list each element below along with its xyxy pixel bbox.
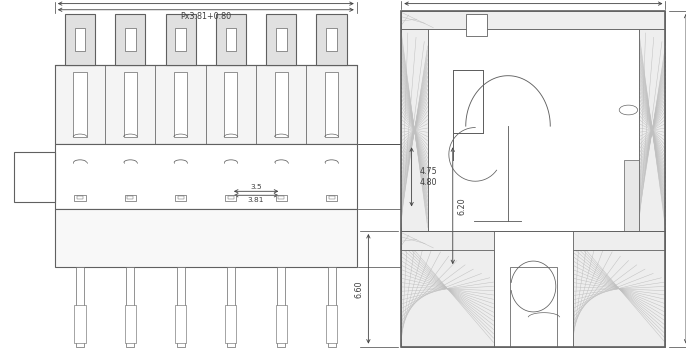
Text: Px3.81+0.80: Px3.81+0.80 [180,12,231,21]
Bar [573,231,665,347]
Bar [326,305,337,343]
Text: 4.80: 4.80 [420,178,438,187]
Bar [494,231,573,347]
Bar [277,267,285,347]
Bar [401,231,665,249]
Text: 6.20: 6.20 [458,197,466,214]
Bar [55,65,357,144]
Text: 12.50: 12.50 [522,0,545,1]
Bar [325,72,338,137]
Bar [75,305,86,343]
Bar [128,196,133,199]
Bar [176,267,185,347]
Bar [226,28,236,51]
Bar [73,72,86,137]
Bar [125,195,136,201]
Text: 3.5: 3.5 [250,184,262,190]
Bar [165,14,196,65]
Bar [125,28,136,51]
Bar [75,195,86,201]
Bar [175,305,186,343]
Bar [428,29,639,231]
Bar [226,305,237,343]
Bar [75,28,85,51]
Bar [115,14,145,65]
Bar [123,72,137,137]
Bar [76,267,84,347]
Bar [329,196,335,199]
Bar [276,195,287,201]
Bar [316,14,346,65]
Bar [326,195,337,201]
Bar [55,144,357,209]
Bar [510,268,557,347]
Bar [176,28,186,51]
Bar [327,267,335,347]
Bar [276,28,287,51]
Bar [216,14,246,65]
Bar [401,11,665,347]
Bar [174,72,187,137]
Bar [266,14,296,65]
Bar [126,267,134,347]
Bar [279,196,284,199]
Bar [65,14,95,65]
Bar [224,72,237,137]
Text: 3.81: 3.81 [248,197,264,203]
Bar [55,209,357,267]
Bar [125,305,136,343]
Bar [274,72,288,137]
Bar [276,305,287,343]
Bar [401,231,494,347]
Bar [327,28,337,51]
Bar [227,267,235,347]
Bar [178,196,184,199]
Circle shape [619,105,638,115]
Bar [77,196,83,199]
Text: 4.75: 4.75 [420,167,438,176]
Bar [401,29,428,231]
Text: Px3.5+0.80: Px3.5+0.80 [182,0,229,1]
Bar [226,195,237,201]
Bar [14,152,55,202]
Bar [175,195,186,201]
Bar [624,160,639,231]
Bar [639,29,665,231]
Bar [466,14,487,36]
Bar [401,11,665,29]
Bar [228,196,234,199]
Text: 6.60: 6.60 [355,280,364,297]
